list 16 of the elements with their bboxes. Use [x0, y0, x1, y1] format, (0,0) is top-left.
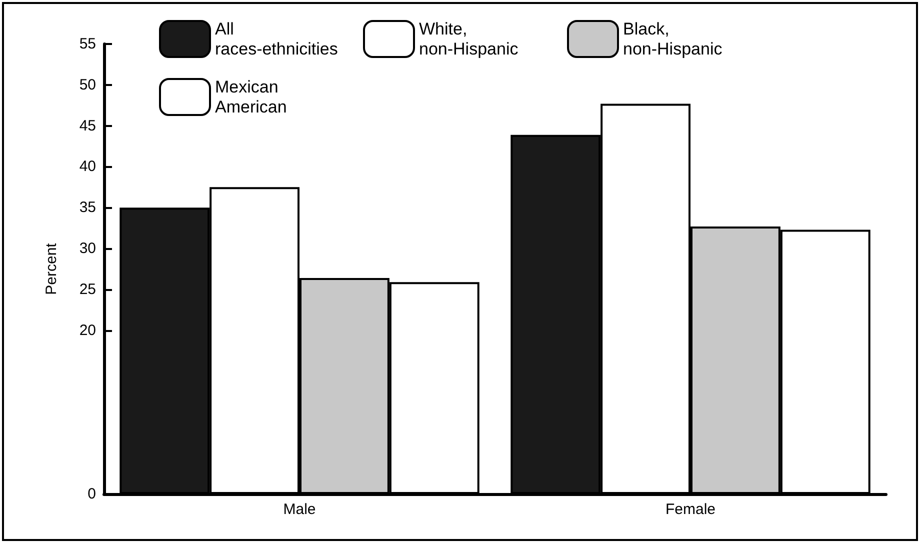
legend-label: Mexican American — [215, 78, 287, 116]
x-tick-label: Female — [665, 501, 716, 518]
y-axis-title: Percent — [43, 242, 60, 295]
y-tick-label: 25 — [79, 280, 96, 298]
y-tick-label: 50 — [79, 76, 96, 94]
y-tick-label: 0 — [88, 486, 96, 502]
y-tick-label: 40 — [79, 158, 96, 176]
legend-label: White, non-Hispanic — [419, 20, 519, 58]
y-tick-label: 45 — [79, 117, 96, 134]
legend-label: All races-ethnicities — [215, 20, 338, 58]
legend-label: Black, non-Hispanic — [623, 20, 723, 58]
y-tick-label: 30 — [79, 240, 96, 258]
y-tick-label: 20 — [79, 322, 96, 339]
x-tick-label: Male — [283, 501, 316, 518]
y-tick-label: 55 — [79, 36, 96, 52]
y-tick-label: 35 — [79, 199, 96, 216]
